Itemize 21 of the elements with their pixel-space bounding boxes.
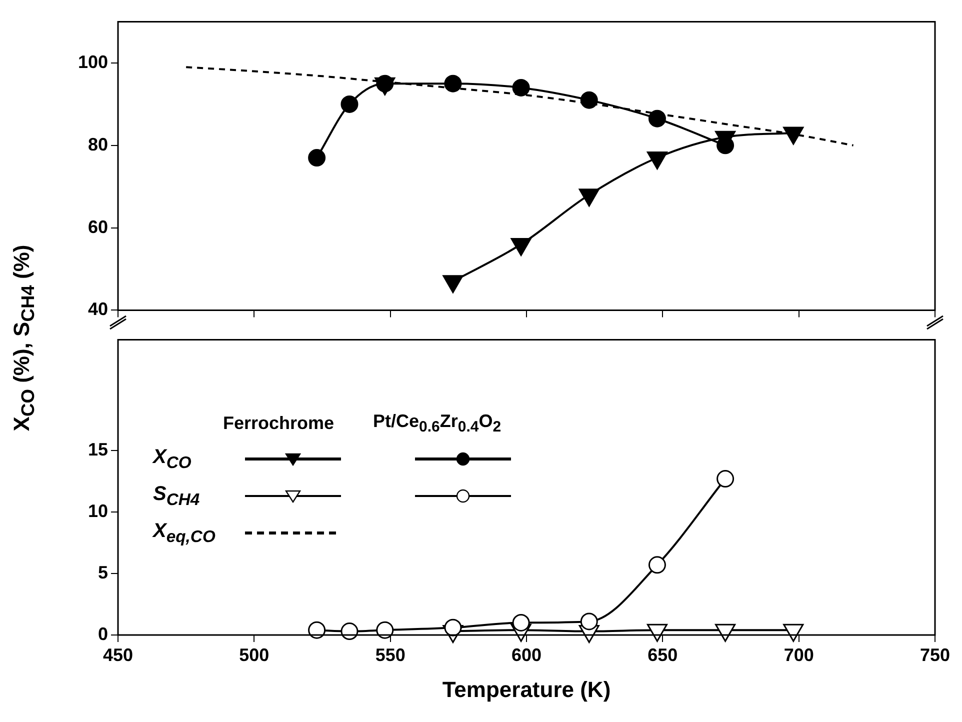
x-tick-label: 500 — [239, 644, 270, 665]
x-axis-title: Temperature (K) — [442, 676, 611, 702]
y-tick-label: 0 — [98, 624, 108, 644]
annotation: Ferrochrome — [223, 412, 336, 434]
y-tick-label: 80 — [88, 134, 108, 154]
x-tick-label: 450 — [102, 644, 134, 665]
annotation: X$_{CO}$ — [153, 446, 192, 473]
annotation: Pt/Ce$_{0.6}$Zr$_{0.4}$O$_{2}$ — [373, 411, 502, 436]
y-tick-label: 100 — [78, 52, 108, 72]
x-tick-label: 750 — [920, 644, 950, 665]
y-tick-label: 10 — [88, 500, 108, 521]
x-tick-label: 550 — [375, 644, 406, 665]
x-tick-label: 650 — [648, 644, 678, 665]
y-tick-label: 60 — [88, 216, 108, 237]
x-tick-label: 700 — [784, 644, 814, 665]
annotation: S$_{CH4}$ — [153, 482, 201, 510]
y-tick-label: 5 — [98, 562, 108, 582]
y-tick-label: 15 — [88, 439, 108, 460]
y-tick-label: 40 — [88, 299, 108, 320]
annotation: X$_{eq,CO}$ — [153, 520, 216, 547]
x-tick-label: 600 — [511, 644, 542, 665]
